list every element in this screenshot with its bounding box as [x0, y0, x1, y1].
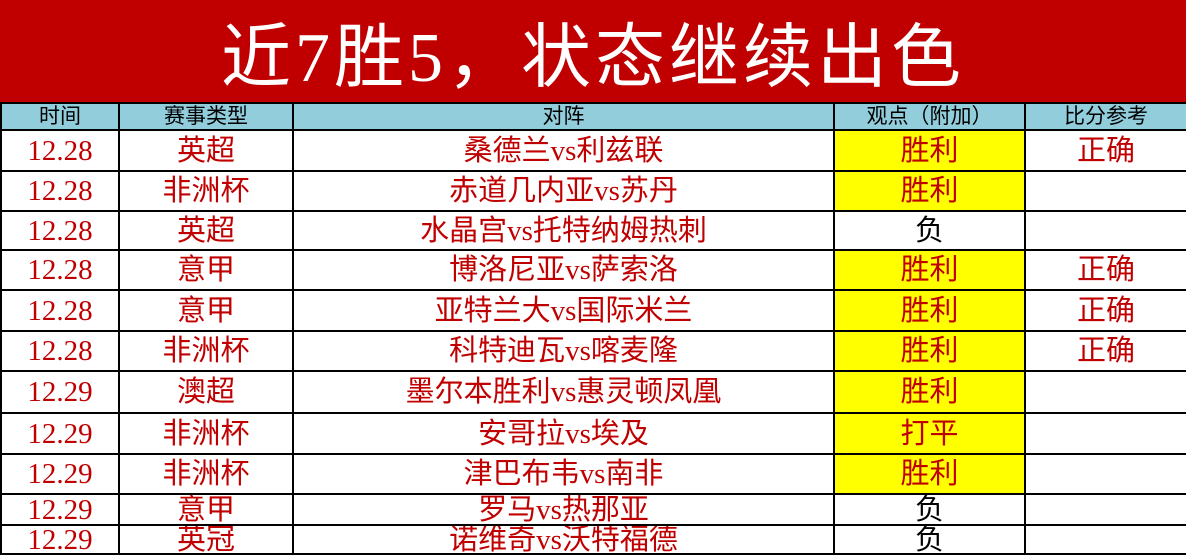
- table-row: 12.29 非洲杯 津巴布韦vs南非 胜利: [0, 453, 1186, 495]
- match-cell: 博洛尼亚vs萨索洛: [292, 249, 835, 291]
- pick-cell: 打平: [833, 412, 1026, 455]
- result-cell: [1024, 412, 1186, 455]
- match-cell: 津巴布韦vs南非: [292, 453, 835, 495]
- match-cell: 罗马vs热那亚: [292, 493, 835, 526]
- header-match: 对阵: [292, 102, 835, 131]
- pick-cell: 胜利: [833, 289, 1026, 332]
- result-cell: [1024, 370, 1186, 414]
- table-row: 12.28 英超 桑德兰vs利兹联 胜利 正确: [0, 129, 1186, 172]
- header-result: 比分参考: [1024, 102, 1186, 131]
- result-cell: 正确: [1024, 289, 1186, 332]
- match-cell: 安哥拉vs埃及: [292, 412, 835, 455]
- header-time: 时间: [0, 102, 120, 131]
- table-row: 12.29 非洲杯 安哥拉vs埃及 打平: [0, 412, 1186, 455]
- table-row: 12.28 意甲 亚特兰大vs国际米兰 胜利 正确: [0, 289, 1186, 332]
- pick-cell: 胜利: [833, 330, 1026, 372]
- league-cell: 英超: [118, 129, 294, 172]
- page-title: 近7胜5，状态继续出色: [0, 0, 1186, 102]
- league-cell: 非洲杯: [118, 170, 294, 212]
- league-cell: 澳超: [118, 370, 294, 414]
- table-row: 12.28 非洲杯 科特迪瓦vs喀麦隆 胜利 正确: [0, 330, 1186, 372]
- result-cell: [1024, 453, 1186, 495]
- header-league: 赛事类型: [118, 102, 294, 131]
- time-cell: 12.29: [0, 524, 120, 555]
- result-cell: [1024, 170, 1186, 212]
- pick-cell: 负: [833, 524, 1026, 555]
- header-pick: 观点（附加）: [833, 102, 1026, 131]
- league-cell: 意甲: [118, 289, 294, 332]
- league-cell: 英冠: [118, 524, 294, 555]
- pick-cell: 胜利: [833, 453, 1026, 495]
- pick-cell: 胜利: [833, 170, 1026, 212]
- header-row: 时间 赛事类型 对阵 观点（附加） 比分参考: [0, 102, 1186, 131]
- match-cell: 桑德兰vs利兹联: [292, 129, 835, 172]
- result-cell: [1024, 210, 1186, 251]
- result-cell: 正确: [1024, 249, 1186, 291]
- league-cell: 非洲杯: [118, 330, 294, 372]
- pick-cell: 胜利: [833, 129, 1026, 172]
- time-cell: 12.29: [0, 412, 120, 455]
- time-cell: 12.29: [0, 453, 120, 495]
- match-table: 时间 赛事类型 对阵 观点（附加） 比分参考 12.28 英超 桑德兰vs利兹联 胜利 正确 12…: [0, 102, 1186, 555]
- league-cell: 意甲: [118, 249, 294, 291]
- time-cell: 12.28: [0, 289, 120, 332]
- time-cell: 12.28: [0, 249, 120, 291]
- result-cell: 正确: [1024, 330, 1186, 372]
- time-cell: 12.28: [0, 129, 120, 172]
- pick-cell: 负: [833, 493, 1026, 526]
- time-cell: 12.28: [0, 210, 120, 251]
- result-cell: [1024, 524, 1186, 555]
- match-cell: 科特迪瓦vs喀麦隆: [292, 330, 835, 372]
- table-row: 12.28 非洲杯 赤道几内亚vs苏丹 胜利: [0, 170, 1186, 212]
- table-row: 12.28 英超 水晶宫vs托特纳姆热刺负: [0, 210, 1186, 251]
- time-cell: 12.29: [0, 493, 120, 526]
- match-cell: 亚特兰大vs国际米兰: [292, 289, 835, 332]
- pick-cell: 胜利: [833, 249, 1026, 291]
- table-row: 12.29 澳超 墨尔本胜利vs惠灵顿凤凰 胜利: [0, 370, 1186, 414]
- pick-cell: 负: [833, 210, 1026, 251]
- league-cell: 非洲杯: [118, 412, 294, 455]
- time-cell: 12.28: [0, 170, 120, 212]
- time-cell: 12.28: [0, 330, 120, 372]
- league-cell: 意甲: [118, 493, 294, 526]
- match-cell: 赤道几内亚vs苏丹: [292, 170, 835, 212]
- table-row: 12.29 英冠 诺维奇vs沃特福德负: [0, 524, 1186, 555]
- time-cell: 12.29: [0, 370, 120, 414]
- result-cell: 正确: [1024, 129, 1186, 172]
- table-row: 12.29 意甲 罗马vs热那亚负: [0, 493, 1186, 526]
- match-cell: 水晶宫vs托特纳姆热刺: [292, 210, 835, 251]
- league-cell: 英超: [118, 210, 294, 251]
- match-cell: 墨尔本胜利vs惠灵顿凤凰: [292, 370, 835, 414]
- result-cell: [1024, 493, 1186, 526]
- table-row: 12.28 意甲 博洛尼亚vs萨索洛 胜利 正确: [0, 249, 1186, 291]
- match-cell: 诺维奇vs沃特福德: [292, 524, 835, 555]
- pick-cell: 胜利: [833, 370, 1026, 414]
- league-cell: 非洲杯: [118, 453, 294, 495]
